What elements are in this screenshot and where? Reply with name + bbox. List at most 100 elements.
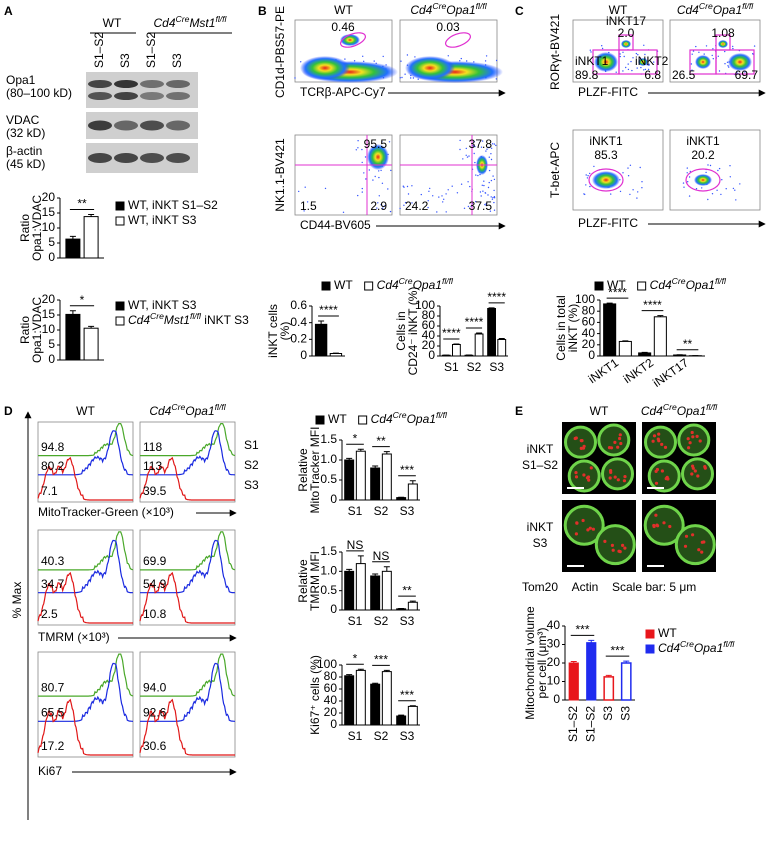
error-bar xyxy=(606,302,613,304)
legend-label: WT, iNKT S3 xyxy=(128,298,197,312)
event-dot xyxy=(724,63,726,65)
event-dot xyxy=(644,68,647,71)
event-dot xyxy=(467,205,470,208)
y-tick-label: 20 xyxy=(547,655,561,669)
scale-label: Scale bar: 5 μm xyxy=(612,580,696,594)
panel-letter: A xyxy=(4,4,13,18)
event-dot xyxy=(374,175,376,178)
event-dot xyxy=(717,169,719,172)
bar xyxy=(497,339,507,357)
mitochondrion xyxy=(610,543,615,548)
legend-swatch xyxy=(645,629,655,639)
event-dot xyxy=(485,204,487,207)
legend-label: S3 xyxy=(244,478,259,492)
blot-band xyxy=(114,153,138,163)
bar xyxy=(381,671,392,726)
mitochondrion xyxy=(700,550,704,554)
error-bar xyxy=(605,674,612,677)
y-axis-label: Cells in total xyxy=(554,295,568,360)
event-dot xyxy=(407,193,410,195)
event-dot xyxy=(705,45,708,47)
event-dot xyxy=(589,185,591,188)
gate-value: 26.5 xyxy=(672,68,696,82)
event-dot xyxy=(490,153,492,155)
y-tick-label: 20 xyxy=(422,338,436,352)
event-dot xyxy=(403,186,405,188)
event-dot xyxy=(401,76,403,79)
event-dot xyxy=(495,59,498,62)
error-bar xyxy=(657,315,664,317)
cell-population xyxy=(695,55,711,69)
blot-band xyxy=(166,92,190,100)
event-dot xyxy=(344,58,346,60)
error-bar xyxy=(88,214,95,217)
histogram-curve xyxy=(38,653,134,697)
axis-label: PLZF-FITC xyxy=(578,216,638,230)
blot-band xyxy=(140,92,164,100)
error-bar xyxy=(318,320,325,325)
quadrant-value: 37.5 xyxy=(469,199,493,213)
event-dot xyxy=(619,53,621,55)
significance-label: * xyxy=(80,293,85,307)
event-dot xyxy=(493,196,496,198)
event-dot xyxy=(459,139,461,142)
row-label: iNKT xyxy=(527,442,554,456)
bar xyxy=(381,570,392,611)
lane-label: S1–S2 xyxy=(144,32,158,68)
histogram-value: 80.7 xyxy=(41,680,65,694)
event-dot xyxy=(481,140,484,142)
gate-value: 85.3 xyxy=(594,148,618,162)
event-dot xyxy=(690,63,693,65)
event-dot xyxy=(640,66,642,69)
event-dot xyxy=(692,50,695,52)
significance-label: * xyxy=(353,651,358,665)
mitochondrion xyxy=(693,469,697,473)
mitochondrion xyxy=(651,439,655,443)
error-bar xyxy=(623,660,630,663)
mitochondrion xyxy=(683,544,688,548)
error-bar xyxy=(357,668,364,671)
event-dot xyxy=(632,189,634,191)
mitochondrion xyxy=(586,475,591,479)
bar xyxy=(603,303,617,357)
text-run: fl/fl xyxy=(723,639,735,649)
text-run: Opa1 xyxy=(713,3,742,17)
quadrant-value: 24.2 xyxy=(405,199,429,213)
x-tick-label: S2 xyxy=(467,360,482,374)
gate-value: 1.08 xyxy=(711,26,735,40)
cell-population xyxy=(405,56,455,80)
bar xyxy=(344,570,355,611)
blot-size: (32 kD) xyxy=(6,126,45,140)
y-axis-label: Ratio xyxy=(18,214,32,242)
legend-label: WT, iNKT S3 xyxy=(128,213,197,227)
y-tick-label: 80 xyxy=(582,303,596,317)
event-dot xyxy=(357,147,359,149)
text-run: Cd4 xyxy=(128,313,150,327)
plot-frame xyxy=(572,19,664,83)
event-dot xyxy=(483,180,485,182)
event-dot xyxy=(739,183,741,185)
y-tick-label: 40 xyxy=(547,618,561,632)
event-dot xyxy=(361,191,363,193)
event-dot xyxy=(493,201,495,204)
legend-swatch xyxy=(115,316,125,326)
event-dot xyxy=(635,52,638,55)
event-dot xyxy=(728,66,730,68)
legend-label: WT xyxy=(328,412,347,426)
bar xyxy=(329,353,343,357)
cell-population xyxy=(638,58,648,66)
legend-label: WT, iNKT S1–S2 xyxy=(128,198,218,212)
event-dot xyxy=(484,60,487,62)
blot xyxy=(86,72,198,108)
text-run: fl/fl xyxy=(190,311,202,321)
blot-band xyxy=(114,92,138,100)
axis-label: RORγt-BV421 xyxy=(548,14,562,90)
significance-label: ** xyxy=(77,197,87,211)
text-run: Cd4 xyxy=(154,16,176,30)
cell xyxy=(677,423,711,457)
bar xyxy=(407,601,418,611)
y-tick-label: 40 xyxy=(582,326,596,340)
event-dot xyxy=(429,187,431,190)
event-dot xyxy=(583,193,585,195)
event-dot xyxy=(361,161,363,164)
